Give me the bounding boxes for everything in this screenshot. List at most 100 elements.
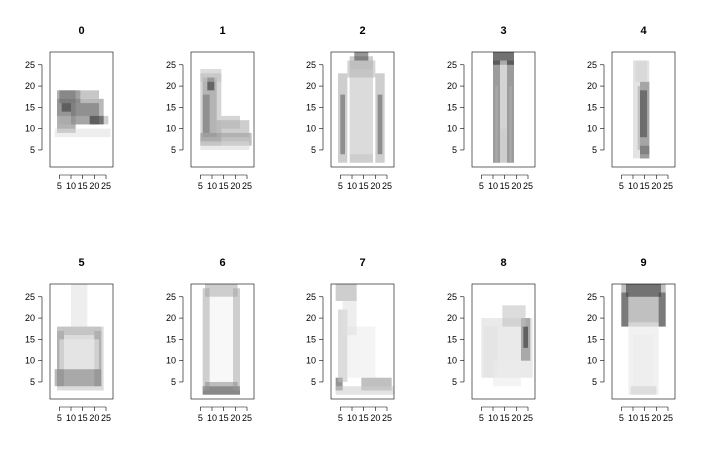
x-tick-label: 25 [242,413,252,423]
panel-title: 6 [219,257,225,269]
heatmap-cell [338,309,348,382]
y-tick-label: 25 [25,60,35,70]
heatmap-cell [493,52,514,65]
heatmap-cell [59,115,109,125]
y-tick-label: 5 [171,145,176,155]
heatmap-cells [54,90,111,138]
y-tick-label: 20 [587,81,597,91]
plot-frame [471,283,536,400]
y-tick-label: 5 [592,145,597,155]
x-tick-label: 20 [511,181,521,191]
y-tick-label: 20 [306,81,316,91]
heatmap-cell [200,69,222,82]
x-tick-label: 10 [347,181,357,191]
heatmap-cell [640,90,647,138]
x-axis: 5 10 15 20 25 [619,174,673,191]
x-tick-label: 10 [207,181,217,191]
heatmap-cell [202,288,210,391]
plot-frame [611,283,676,400]
panel-title: 4 [640,25,647,37]
x-tick-label: 5 [198,181,203,191]
heatmap-cell [626,284,661,297]
panel-title: 1 [219,25,225,37]
heatmap-cells [633,60,650,159]
y-tick-label: 20 [25,313,35,323]
y-tick-label: 10 [25,356,35,366]
plot-frame [611,51,676,168]
panel-title: 9 [640,257,646,269]
heatmap-cell [71,284,88,331]
heatmap-cell [342,301,357,336]
x-tick-label: 15 [78,181,88,191]
x-tick-label: 10 [207,413,217,423]
x-tick-label: 10 [66,181,76,191]
panel-title: 8 [500,257,506,269]
panel-title: 0 [78,25,84,37]
heatmap-cell [633,335,654,387]
heatmap-cell [205,381,238,391]
heatmap-cells [335,284,394,395]
y-tick-label: 15 [447,334,457,344]
x-tick-label: 25 [523,413,533,423]
y-axis: 5 10 15 20 25 [587,292,605,387]
x-axis: 5 10 15 20 25 [338,174,392,191]
y-tick-label: 10 [587,124,597,134]
y-axis: 5 10 15 20 25 [166,60,184,155]
heatmap-cell [335,377,343,391]
y-axis: 5 10 15 20 25 [587,60,605,155]
heatmap-cell [621,292,629,327]
y-axis: 5 10 15 20 25 [447,60,465,155]
x-axis: 5 10 15 20 25 [338,406,392,423]
x-axis: 5 10 15 20 25 [479,406,533,423]
y-tick-label: 10 [166,356,176,366]
heatmap-cell [630,386,657,395]
heatmap-cell [202,94,210,133]
x-tick-label: 15 [640,181,650,191]
y-tick-label: 15 [447,102,457,112]
y-tick-label: 25 [166,60,176,70]
x-tick-label: 5 [619,413,624,423]
x-tick-label: 5 [479,181,484,191]
y-axis: 5 10 15 20 25 [25,60,43,155]
x-tick-label: 15 [640,413,650,423]
x-tick-label: 25 [523,181,533,191]
heatmap-cell [233,288,240,391]
heatmap-cell [61,103,71,112]
x-tick-label: 5 [338,181,343,191]
x-tick-label: 25 [101,413,111,423]
x-tick-label: 10 [66,413,76,423]
x-axis: 5 10 15 20 25 [479,174,533,191]
heatmap-cell [59,90,81,104]
y-tick-label: 5 [311,145,316,155]
x-tick-label: 20 [89,181,99,191]
heatmap-cells [54,284,104,391]
heatmap-cells [200,69,252,150]
heatmap-cells [493,52,514,163]
heatmap-cell [523,326,528,348]
heatmap-cell [54,369,102,387]
x-tick-label: 25 [663,181,673,191]
x-tick-label: 5 [57,181,62,191]
y-tick-label: 25 [447,292,457,302]
heatmap-cell [509,86,512,163]
y-axis: 5 10 15 20 25 [306,60,324,155]
x-axis: 5 10 15 20 25 [198,406,252,423]
heatmap-cell [495,86,498,163]
x-axis: 5 10 15 20 25 [57,174,111,191]
y-tick-label: 25 [306,292,316,302]
y-tick-label: 10 [25,124,35,134]
x-tick-label: 5 [479,413,484,423]
heatmap-cell [640,145,650,159]
plot-frame [190,51,255,168]
y-tick-label: 10 [447,124,457,134]
y-tick-label: 15 [166,102,176,112]
y-tick-label: 25 [587,292,597,302]
plot-frame [49,51,114,168]
heatmap-cell [205,284,238,297]
x-axis: 5 10 15 20 25 [57,406,111,423]
x-tick-label: 15 [500,181,510,191]
x-tick-label: 25 [242,181,252,191]
